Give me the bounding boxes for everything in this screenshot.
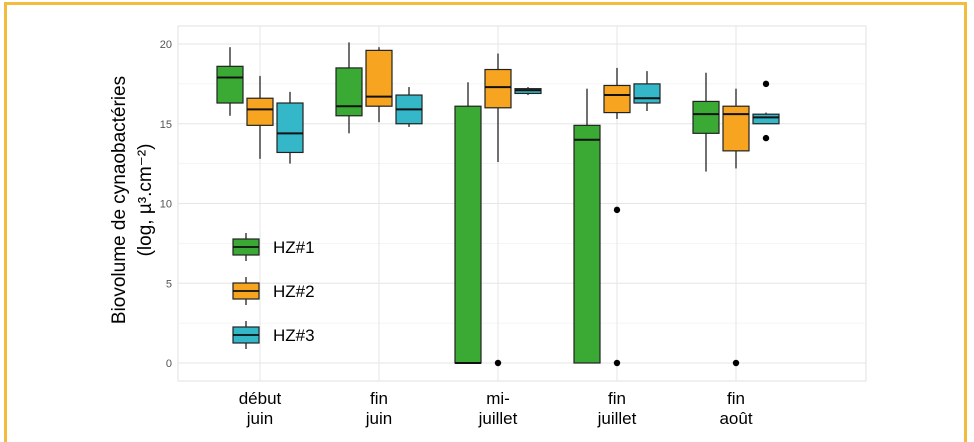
y-axis-title: Biovolume de cynaobactéries (log, µ³.cm⁻… xyxy=(109,76,156,324)
box-HZ#1-3 xyxy=(573,88,601,364)
x-tick-label: juillet xyxy=(597,409,637,428)
y-axis-title-line-1: Biovolume de cynaobactéries xyxy=(109,76,130,324)
outlier-point xyxy=(732,359,740,367)
box-HZ#3-3 xyxy=(633,71,661,111)
x-tick-label: juin xyxy=(246,409,273,428)
y-tick-label: 15 xyxy=(160,119,172,131)
x-tick-label: juin xyxy=(365,409,392,428)
legend: HZ#1 HZ#2 HZ#3 xyxy=(232,233,315,349)
y-axis-ticks: 0 5 10 15 20 xyxy=(160,39,172,370)
box-HZ#3-1 xyxy=(395,87,423,127)
box-body xyxy=(216,65,244,104)
x-tick-label: fin xyxy=(370,389,388,408)
box-body xyxy=(573,124,601,364)
box-body xyxy=(335,67,363,117)
y-tick-label: 0 xyxy=(166,358,172,370)
y-tick-label: 20 xyxy=(160,39,172,51)
x-axis-ticks: débutjuinfinjuinmi-juilletfinjuilletfina… xyxy=(239,389,753,428)
box-HZ#1-1 xyxy=(335,42,363,134)
box-HZ#2-0 xyxy=(246,75,274,159)
x-tick-label: fin xyxy=(608,389,626,408)
legend-label: HZ#3 xyxy=(273,326,315,345)
outlier-point xyxy=(762,134,770,142)
box-HZ#2-4 xyxy=(722,88,750,367)
box-HZ#2-1 xyxy=(365,47,393,123)
box-body xyxy=(454,105,482,364)
y-tick-label: 5 xyxy=(166,278,172,290)
box-HZ#3-4 xyxy=(752,80,780,142)
box-body xyxy=(752,113,780,125)
box-body xyxy=(276,102,304,154)
x-tick-label: août xyxy=(719,409,752,428)
boxes xyxy=(216,42,780,367)
box-body xyxy=(484,68,512,109)
y-axis-title-line-2: (log, µ³.cm⁻²) xyxy=(135,144,156,257)
box-body xyxy=(603,84,631,114)
outlier-point xyxy=(494,359,502,367)
box-body xyxy=(692,100,720,134)
box-HZ#1-4 xyxy=(692,72,720,172)
box-body xyxy=(365,49,393,107)
outlier-point xyxy=(613,206,621,214)
x-tick-label: fin xyxy=(727,389,745,408)
box-HZ#1-0 xyxy=(216,47,244,116)
x-tick-label: juillet xyxy=(478,409,518,428)
outlier-point xyxy=(613,359,621,367)
y-tick-label: 10 xyxy=(160,199,172,211)
legend-label: HZ#2 xyxy=(273,282,315,301)
box-HZ#1-2 xyxy=(454,82,482,364)
box-body xyxy=(246,97,274,126)
legend-item-HZ#3: HZ#3 xyxy=(232,321,315,349)
box-HZ#3-0 xyxy=(276,91,304,164)
box-HZ#2-2 xyxy=(484,53,512,367)
legend-item-HZ#2: HZ#2 xyxy=(232,277,315,305)
legend-label: HZ#1 xyxy=(273,238,315,257)
box-body xyxy=(722,105,750,152)
box-HZ#3-2 xyxy=(514,87,542,96)
x-tick-label: mi- xyxy=(486,389,510,408)
legend-item-HZ#1: HZ#1 xyxy=(232,233,315,261)
box-body xyxy=(633,83,661,104)
outlier-point xyxy=(762,80,770,88)
box-HZ#2-3 xyxy=(603,67,631,367)
x-tick-label: début xyxy=(239,389,282,408)
